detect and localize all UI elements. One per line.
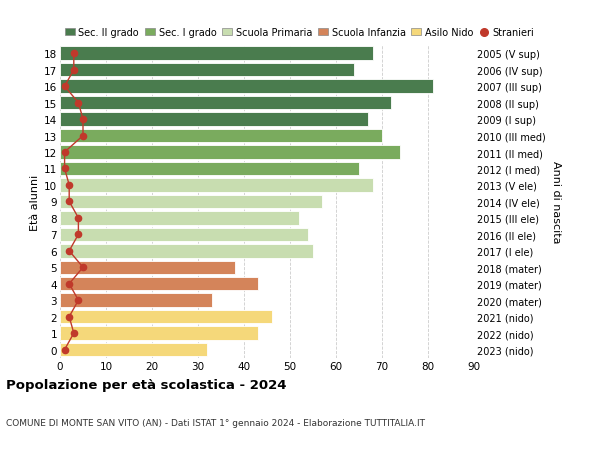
Bar — [60, 212, 299, 225]
Bar — [60, 294, 212, 307]
Bar — [60, 97, 391, 110]
Bar — [60, 179, 373, 192]
Bar — [60, 343, 207, 357]
Y-axis label: Età alunni: Età alunni — [30, 174, 40, 230]
Y-axis label: Anni di nascita: Anni di nascita — [551, 161, 561, 243]
Text: Popolazione per età scolastica - 2024: Popolazione per età scolastica - 2024 — [6, 379, 287, 392]
Bar — [60, 261, 235, 274]
Bar — [60, 162, 359, 176]
Bar — [60, 327, 258, 340]
Bar — [60, 245, 313, 258]
Bar — [60, 310, 272, 324]
Bar — [60, 228, 308, 241]
Bar — [60, 64, 355, 77]
Bar — [60, 47, 373, 61]
Bar — [60, 195, 322, 209]
Legend: Sec. II grado, Sec. I grado, Scuola Primaria, Scuola Infanzia, Asilo Nido, Stran: Sec. II grado, Sec. I grado, Scuola Prim… — [65, 28, 535, 38]
Bar — [60, 146, 400, 159]
Text: COMUNE DI MONTE SAN VITO (AN) - Dati ISTAT 1° gennaio 2024 - Elaborazione TUTTIT: COMUNE DI MONTE SAN VITO (AN) - Dati IST… — [6, 418, 425, 427]
Bar — [60, 277, 258, 291]
Bar — [60, 80, 433, 94]
Bar — [60, 113, 368, 127]
Bar — [60, 129, 382, 143]
